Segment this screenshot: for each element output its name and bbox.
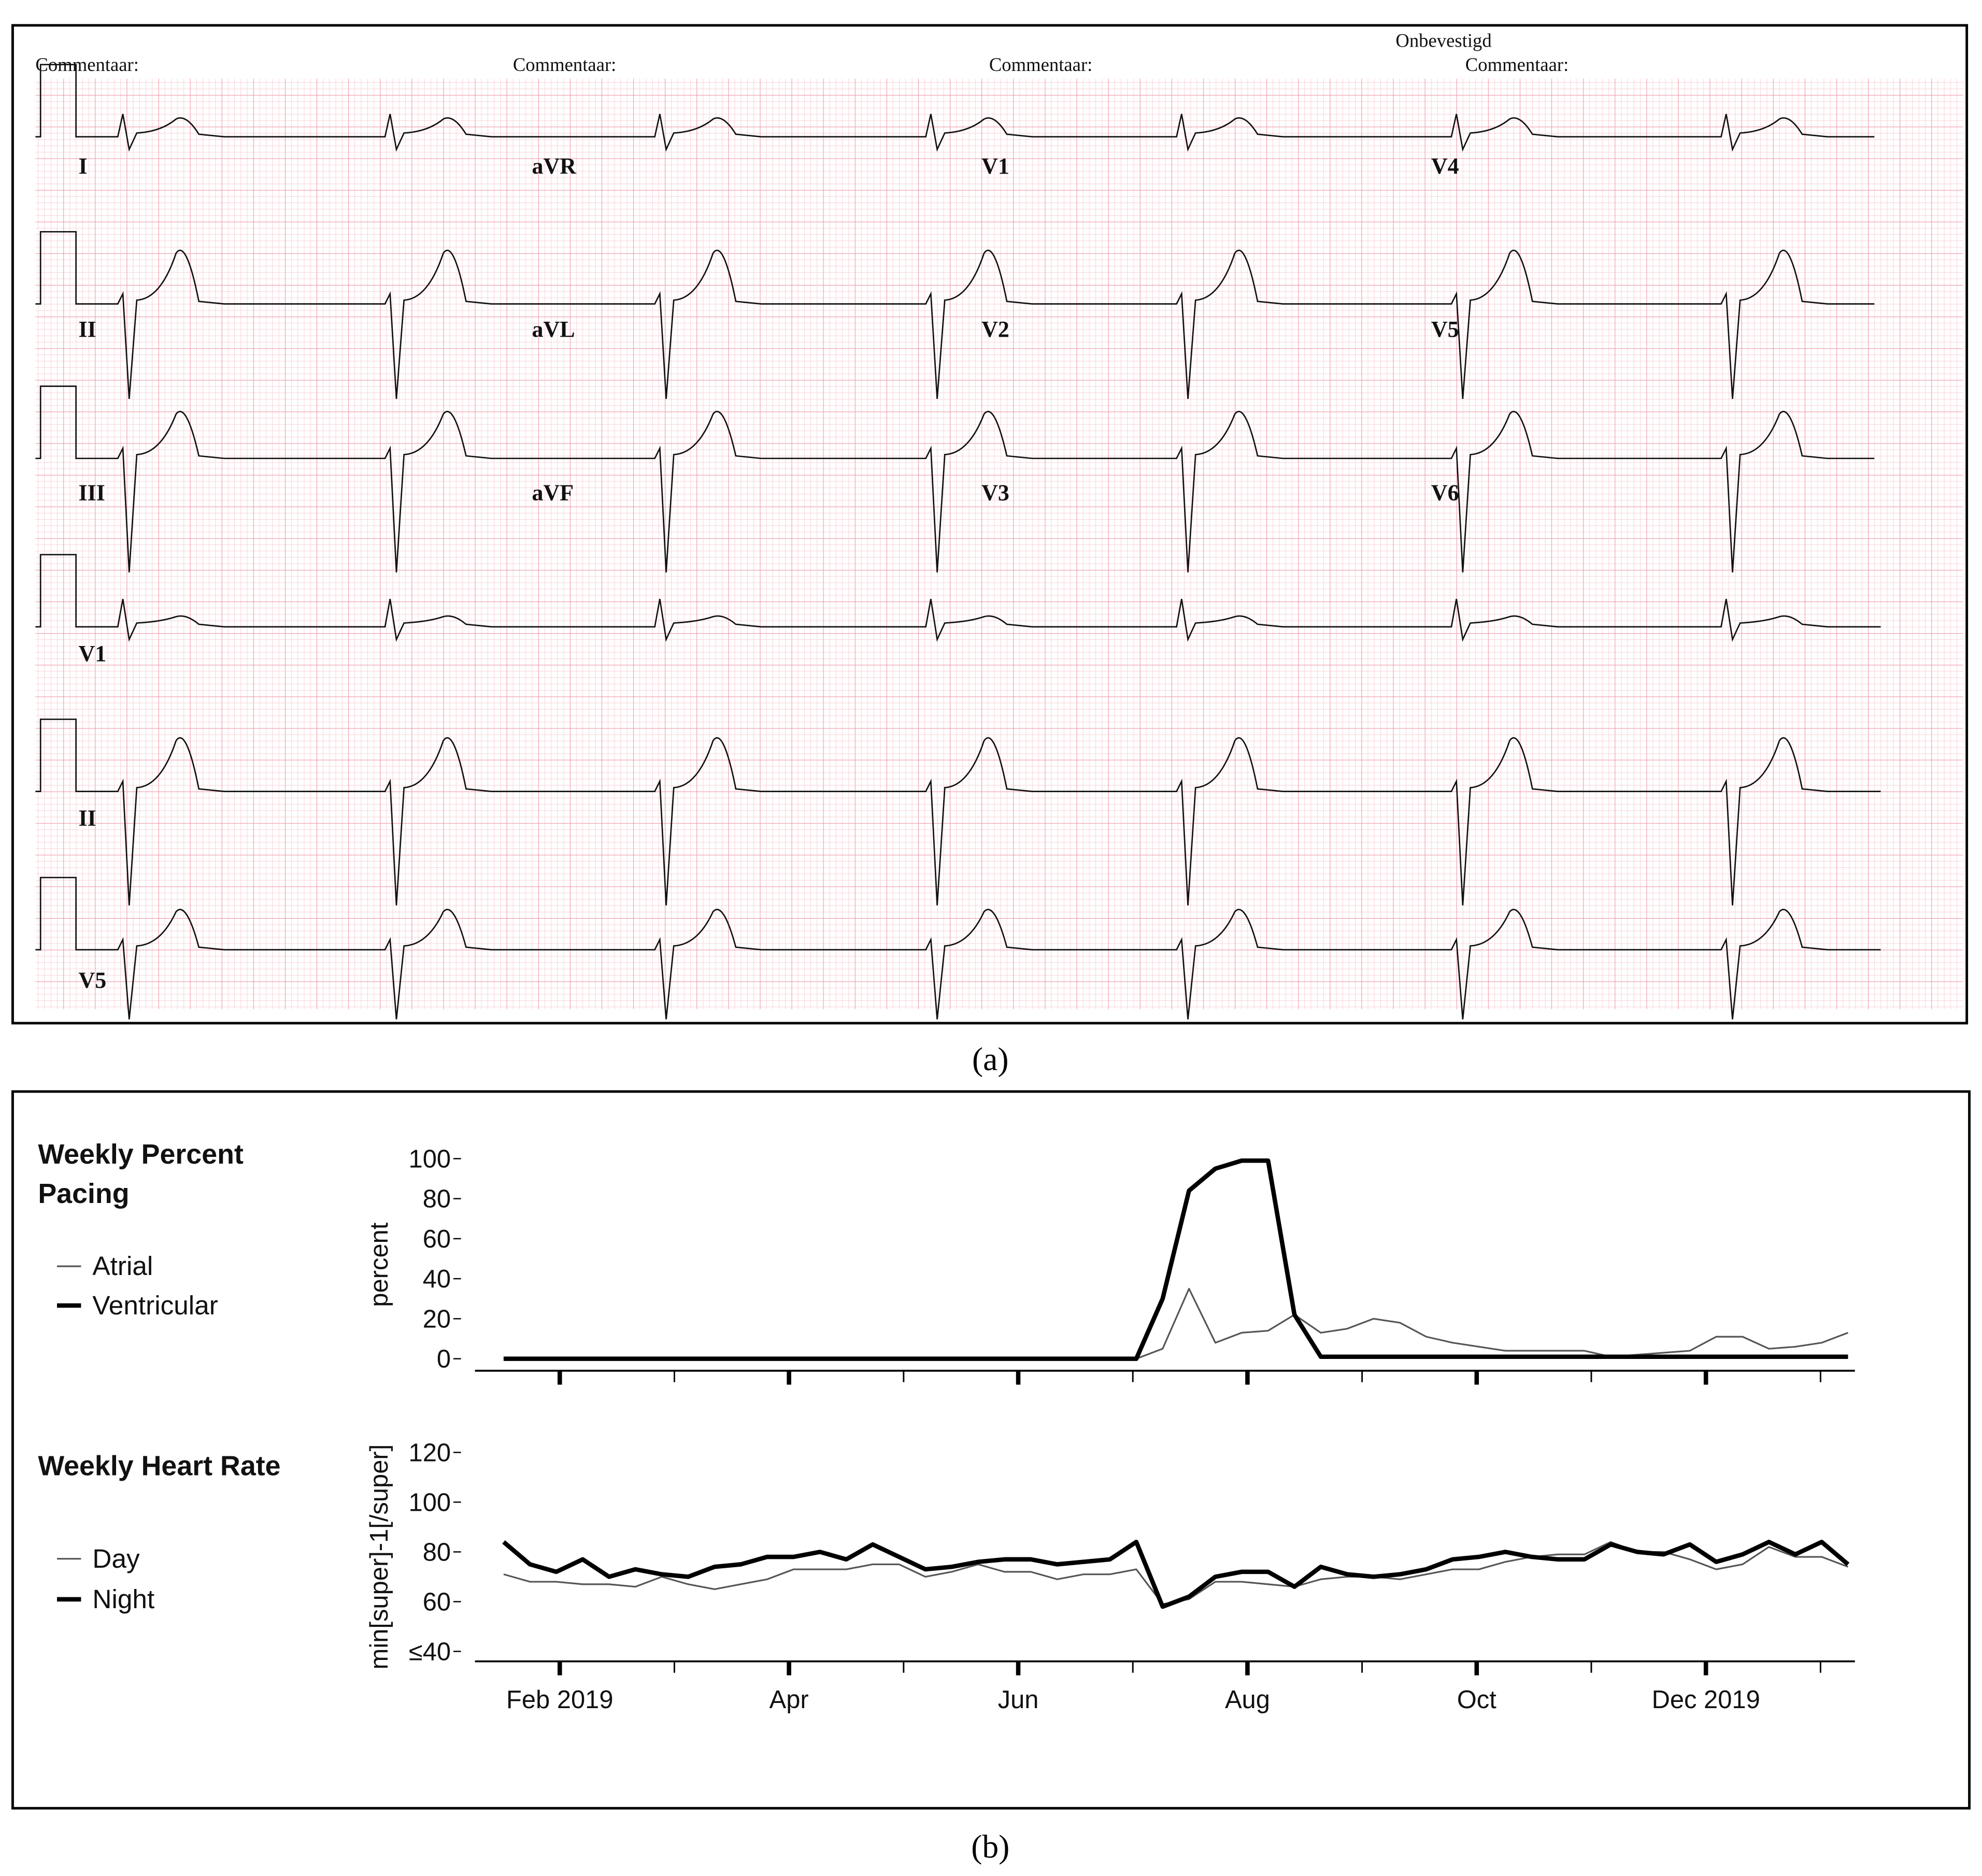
x-tick-label: Dec 2019 — [1652, 1686, 1760, 1714]
lead-label: V6 — [1431, 480, 1459, 505]
chart-frame — [11, 1090, 1971, 1810]
panel-label: (a) — [972, 1040, 1009, 1077]
ecg-status: Onbevestigd — [1395, 30, 1491, 51]
ecg-traces — [35, 64, 1881, 1020]
panel-label: (b) — [971, 1828, 1009, 1865]
chart-title-box: Weekly Heart Rate — [38, 1450, 281, 1482]
y-tick-label: 60 — [423, 1225, 451, 1253]
lead-label: V1 — [79, 641, 107, 666]
y-tick-label: 80 — [423, 1539, 451, 1567]
ecg-comment: Commentaar: — [1465, 54, 1569, 75]
x-tick-label: Jun — [998, 1686, 1039, 1714]
lead-label: aVR — [532, 153, 577, 179]
lead-label: V5 — [1431, 317, 1459, 342]
ecg-trace — [35, 385, 1875, 572]
legend-label: Night — [92, 1584, 154, 1614]
lead-label: aVL — [532, 317, 575, 342]
ecg-comment: Commentaar: — [989, 54, 1093, 75]
x-tick-label: Apr — [769, 1686, 809, 1714]
ecg-trace — [35, 877, 1881, 1020]
y-tick-label: 20 — [423, 1305, 451, 1333]
x-tick-label: Aug — [1225, 1686, 1270, 1714]
y-axis-label: min[super]-1[/super] — [365, 1444, 393, 1670]
lead-label: II — [79, 806, 96, 831]
chart-title: Weekly Heart Rate — [38, 1450, 281, 1482]
lead-label: I — [79, 153, 88, 179]
y-tick-label: 80 — [423, 1185, 451, 1213]
y-tick-label: 0 — [437, 1345, 451, 1373]
series-line — [503, 1158, 1848, 1361]
lead-label: V5 — [79, 967, 107, 993]
legend-label: Day — [92, 1544, 140, 1573]
y-tick-label: 100 — [409, 1145, 451, 1173]
x-tick-label: Feb 2019 — [506, 1686, 614, 1714]
lead-label: V2 — [981, 317, 1009, 342]
lead-label: V3 — [981, 480, 1009, 505]
ecg-trace — [35, 64, 1875, 152]
ecg-comment: Commentaar: — [513, 54, 617, 75]
ecg-comment: Commentaar: — [35, 54, 139, 75]
y-axis-label: percent — [365, 1222, 393, 1307]
y-tick-label: 40 — [423, 1265, 451, 1293]
chart-title: Weekly Percent Pacing — [38, 1138, 244, 1210]
lead-label: III — [79, 480, 105, 505]
y-tick-label: 120 — [409, 1439, 451, 1467]
lead-label: II — [79, 317, 96, 342]
ecg-trace — [35, 554, 1881, 642]
lead-label: V4 — [1431, 153, 1459, 179]
chart-title-box: Weekly Percent Pacing — [38, 1138, 244, 1210]
legend-label: Atrial — [92, 1251, 153, 1281]
ecg-trace — [35, 231, 1875, 399]
y-tick-label: ≤40 — [409, 1638, 451, 1666]
series-line — [502, 1539, 1850, 1609]
x-tick-label: Oct — [1457, 1686, 1496, 1714]
y-tick-label: 60 — [423, 1588, 451, 1616]
ecg-trace — [35, 718, 1881, 906]
legend-label: Ventricular — [92, 1291, 218, 1320]
lead-label: V1 — [981, 153, 1009, 179]
ecg-grid — [35, 78, 1963, 1009]
lead-label: aVF — [532, 480, 574, 505]
y-tick-label: 100 — [409, 1489, 451, 1517]
